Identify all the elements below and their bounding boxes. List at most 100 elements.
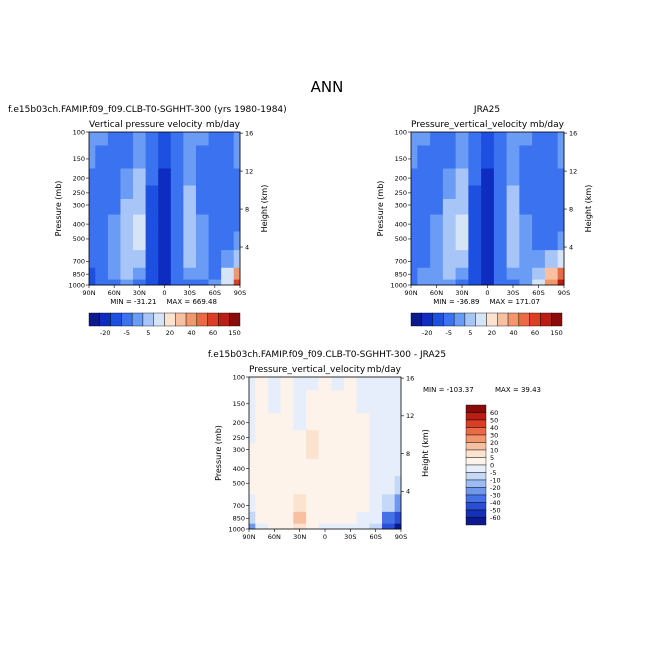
field-cell (195, 267, 209, 281)
field-cell (306, 430, 320, 444)
colorbar-label: 30 (490, 431, 498, 439)
field-cell (344, 377, 358, 391)
x-tick-label: 30S (507, 289, 519, 297)
field-cell (369, 523, 383, 530)
colorbar-swatch (507, 312, 520, 327)
field-cell (195, 145, 209, 169)
x-tick-label: 0 (485, 289, 489, 297)
colorbar-label: -20 (490, 484, 501, 492)
colorbar-swatch (443, 312, 455, 327)
field-cell (280, 475, 294, 495)
field-cell (481, 267, 495, 281)
max-label: MAX = 669.48 (167, 298, 217, 306)
field-cell (394, 377, 402, 391)
field-cell (133, 198, 147, 215)
field-cell (519, 145, 533, 169)
y-tick-label: 250 (73, 189, 85, 197)
colorbar-swatch (465, 479, 487, 488)
field-cell (183, 198, 197, 215)
field-cell (268, 511, 282, 525)
colorbar-label: -40 (490, 499, 501, 507)
figure-title: ANN (311, 78, 344, 96)
field-cell (468, 250, 482, 269)
y-axis-label: Pressure (mb) (54, 181, 63, 237)
colorbar-swatch (88, 312, 100, 327)
x-tick-label: 60S (532, 289, 544, 297)
field-cell (493, 279, 508, 286)
field-cell (133, 267, 147, 281)
field-cell (133, 168, 147, 186)
field-cell (195, 214, 209, 232)
field-cell (557, 250, 565, 269)
field-cell (318, 390, 332, 414)
x-tick-label: 90S (558, 289, 570, 297)
field-cell (233, 132, 241, 146)
y-tick-label: 150 (233, 400, 245, 408)
field-cell (306, 511, 320, 525)
colorbar-label: 50 (490, 416, 498, 424)
field-cell (306, 390, 320, 414)
field-cell (356, 459, 370, 477)
field-cell (249, 459, 256, 477)
field-cell (208, 231, 222, 251)
field-cell (532, 185, 546, 200)
field-cell (120, 267, 134, 281)
field-cell (195, 132, 209, 146)
field-cell (221, 145, 235, 169)
y-tick-label: 850 (395, 271, 407, 279)
field-cell (417, 198, 431, 215)
contour-field (89, 132, 241, 286)
colorbar-label: -20 (422, 329, 433, 337)
right-tick-label: 12 (406, 412, 414, 420)
field-cell (493, 231, 508, 251)
field-cell (331, 443, 345, 460)
min-label: MIN = -36.89 (433, 298, 479, 306)
field-cell (221, 168, 235, 186)
field-cell (557, 279, 565, 286)
field-cell (532, 132, 546, 146)
field-cell (318, 511, 332, 525)
field-cell (268, 413, 282, 431)
field-cell (249, 390, 256, 414)
field-cell (468, 185, 482, 200)
field-cell (158, 185, 172, 200)
colorbar-label: 40 (490, 424, 498, 432)
colorbar-swatch (465, 457, 487, 466)
field-cell (417, 145, 431, 169)
field-cell (255, 494, 269, 513)
field-cell (233, 214, 241, 232)
colorbar-swatch (518, 312, 530, 327)
field-cell (120, 132, 134, 146)
field-cell (344, 494, 358, 513)
field-cell (468, 267, 482, 281)
field-cell (249, 511, 256, 525)
field-cell (442, 132, 457, 146)
field-cell (170, 185, 184, 200)
field-cell (411, 279, 418, 286)
x-tick-label: 60N (108, 289, 121, 297)
field-cell (280, 443, 294, 460)
field-cell (442, 214, 457, 232)
panel-difference: f.e15b03ch.FAMIP.f09_f09.CLB-T0-SGHHT-30… (208, 350, 541, 541)
y-tick-label: 400 (73, 220, 85, 228)
field-cell (249, 413, 256, 431)
y-tick-label: 250 (233, 434, 245, 442)
y-tick-label: 1000 (228, 525, 245, 533)
field-cell (331, 430, 345, 444)
field-cell (293, 494, 307, 513)
field-cell (145, 267, 159, 281)
field-cell (221, 214, 235, 232)
field-cell (221, 198, 235, 215)
colorbar-label: 20 (488, 329, 496, 337)
x-tick-label: 0 (162, 289, 166, 297)
field-cell (318, 475, 332, 495)
colorbar-swatch (465, 464, 487, 473)
colorbar-swatch (465, 449, 487, 458)
colorbar-swatch (465, 419, 487, 428)
colorbar-label: -10 (490, 476, 501, 484)
field-cell (369, 511, 383, 525)
field-cell (369, 390, 383, 414)
field-cell (369, 430, 383, 444)
field-cell (268, 523, 282, 530)
field-cell (107, 132, 121, 146)
